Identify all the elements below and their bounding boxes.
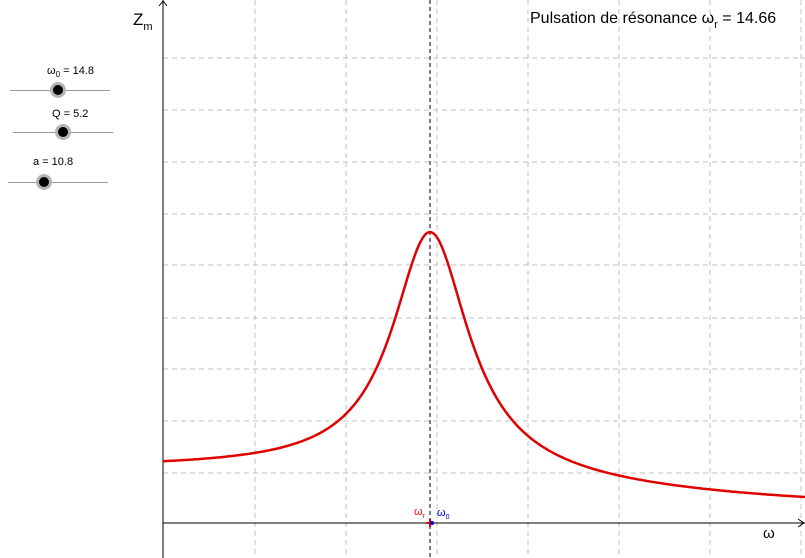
- resonance-frequency-text: Pulsation de résonance ωr = 14.66: [530, 10, 777, 31]
- q-slider-label: Q = 5.2: [52, 108, 89, 120]
- a-slider-label: a = 10.8: [33, 156, 74, 168]
- y-axis-label: Zm: [133, 10, 153, 33]
- grid: [163, 0, 805, 558]
- omega-r-label: ωr: [414, 506, 425, 520]
- omega0-slider-knob[interactable]: [50, 82, 66, 98]
- q-slider-knob[interactable]: [55, 124, 71, 140]
- omega-0-label: ω0: [437, 507, 450, 521]
- a-slider-knob[interactable]: [36, 174, 52, 190]
- impedance-curve[interactable]: [162, 230, 805, 499]
- x-axis-arrow: [797, 518, 805, 528]
- y-axis-arrow: [158, 0, 168, 7]
- x-axis-label: ω: [763, 525, 775, 542]
- omega0-slider-label: ω0 = 14.8: [47, 65, 94, 79]
- omega-0-point[interactable]: [430, 521, 434, 525]
- a-slider-track[interactable]: [8, 182, 108, 183]
